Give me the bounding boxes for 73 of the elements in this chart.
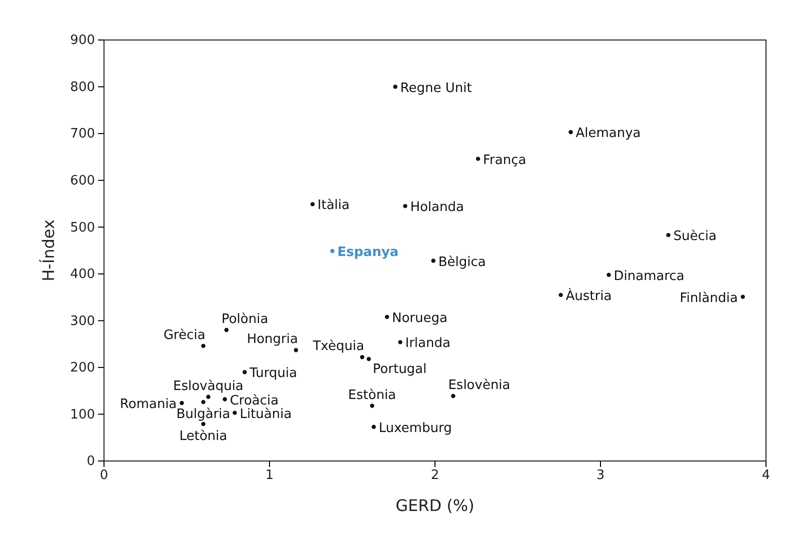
- point: [360, 355, 364, 360]
- x-axis-title: GERD (%): [396, 496, 474, 515]
- annotation: Romania: [120, 396, 177, 412]
- x-tick-label: 2: [430, 468, 440, 484]
- point: [384, 314, 390, 320]
- annotation: Dinamarca: [614, 268, 684, 284]
- point: [310, 202, 315, 206]
- annotation: Eslovènia: [448, 378, 510, 393]
- annotation: Estònia: [348, 388, 396, 403]
- point: [242, 370, 247, 374]
- y-tick-label: 800: [70, 80, 95, 95]
- annotation: Suècia: [673, 229, 717, 244]
- annotation: Grècia: [163, 328, 206, 343]
- y-tick-label: 700: [70, 126, 95, 142]
- point: [451, 394, 456, 398]
- annotation: Alemanya: [576, 126, 641, 142]
- point: [201, 422, 206, 426]
- point: [393, 84, 398, 89]
- annotation: Eslovàquia: [173, 378, 244, 394]
- y-tick-label: 600: [70, 173, 95, 188]
- y-tick-label: 300: [70, 314, 95, 329]
- annotation: Letònia: [179, 429, 228, 444]
- y-tick-label: 200: [70, 360, 95, 376]
- x-tick-label: 0: [100, 468, 108, 484]
- y-tick-label: 0: [86, 454, 95, 470]
- y-tick-label: 400: [70, 267, 95, 282]
- point: [224, 328, 229, 332]
- x-tick-label: 1: [265, 468, 274, 484]
- point: [206, 394, 210, 400]
- point: [294, 348, 298, 352]
- point: [606, 272, 611, 277]
- y-tick-label: 500: [70, 220, 95, 236]
- point: [180, 400, 184, 406]
- point: [476, 156, 480, 161]
- y-axis-title: H-Índex: [39, 220, 58, 282]
- point: [558, 292, 563, 298]
- annotation: Noruega: [392, 310, 448, 326]
- annotation: Lituània: [240, 406, 292, 422]
- point: [201, 344, 206, 348]
- point: [201, 400, 206, 404]
- point: [222, 397, 227, 402]
- point: [403, 204, 408, 208]
- annotation: Portugal: [372, 362, 427, 378]
- annotation: Hongria: [246, 332, 298, 348]
- annotation: Finlàndia: [680, 290, 738, 306]
- y-tick-label: 100: [70, 407, 95, 422]
- annotation: Espanya: [337, 244, 399, 260]
- point: [431, 258, 436, 263]
- point: [740, 294, 745, 299]
- annotation: Regne Unit: [400, 80, 472, 96]
- annotation: Polònia: [221, 312, 268, 328]
- x-tick-label: 3: [596, 468, 605, 484]
- y-tick-label: 900: [70, 33, 95, 48]
- point: [568, 130, 573, 134]
- annotation: Àustria: [566, 286, 612, 304]
- point: [666, 232, 670, 238]
- point: [232, 410, 237, 415]
- annotation: Luxemburg: [378, 420, 452, 436]
- point: [370, 404, 374, 408]
- annotation: Turquia: [248, 366, 298, 382]
- point: [366, 356, 371, 362]
- annotation: Itàlia: [318, 198, 350, 214]
- annotation: Croàcia: [230, 393, 279, 408]
- point: [372, 424, 376, 429]
- annotation: Irlanda: [405, 336, 450, 352]
- point: [330, 248, 334, 254]
- point: [398, 340, 402, 344]
- annotation: Bèlgica: [438, 254, 486, 270]
- annotation: Holanda: [410, 200, 464, 216]
- annotation: França: [483, 152, 526, 168]
- annotation: Bulgària: [176, 407, 230, 422]
- x-tick-label: 4: [762, 468, 770, 484]
- annotation: Txèquia: [312, 339, 364, 354]
